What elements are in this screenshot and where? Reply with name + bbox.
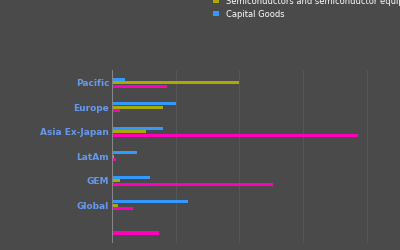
Bar [112,78,125,81]
Bar [112,155,114,158]
Bar [112,207,133,210]
Bar [112,158,116,161]
Bar [112,127,163,130]
Bar [112,134,358,137]
Bar [112,176,150,179]
Bar [112,179,120,182]
Bar [112,232,159,235]
Bar [112,85,167,88]
Bar [112,151,138,154]
Bar [112,130,146,134]
Bar [112,200,188,203]
Bar [112,81,239,84]
Bar [112,109,120,112]
Bar [112,204,118,207]
Bar [112,182,273,186]
Legend: Semiconductors and semiconductor equipment, Capital Goods: Semiconductors and semiconductor equipme… [213,0,400,19]
Bar [112,106,163,109]
Bar [112,102,176,106]
